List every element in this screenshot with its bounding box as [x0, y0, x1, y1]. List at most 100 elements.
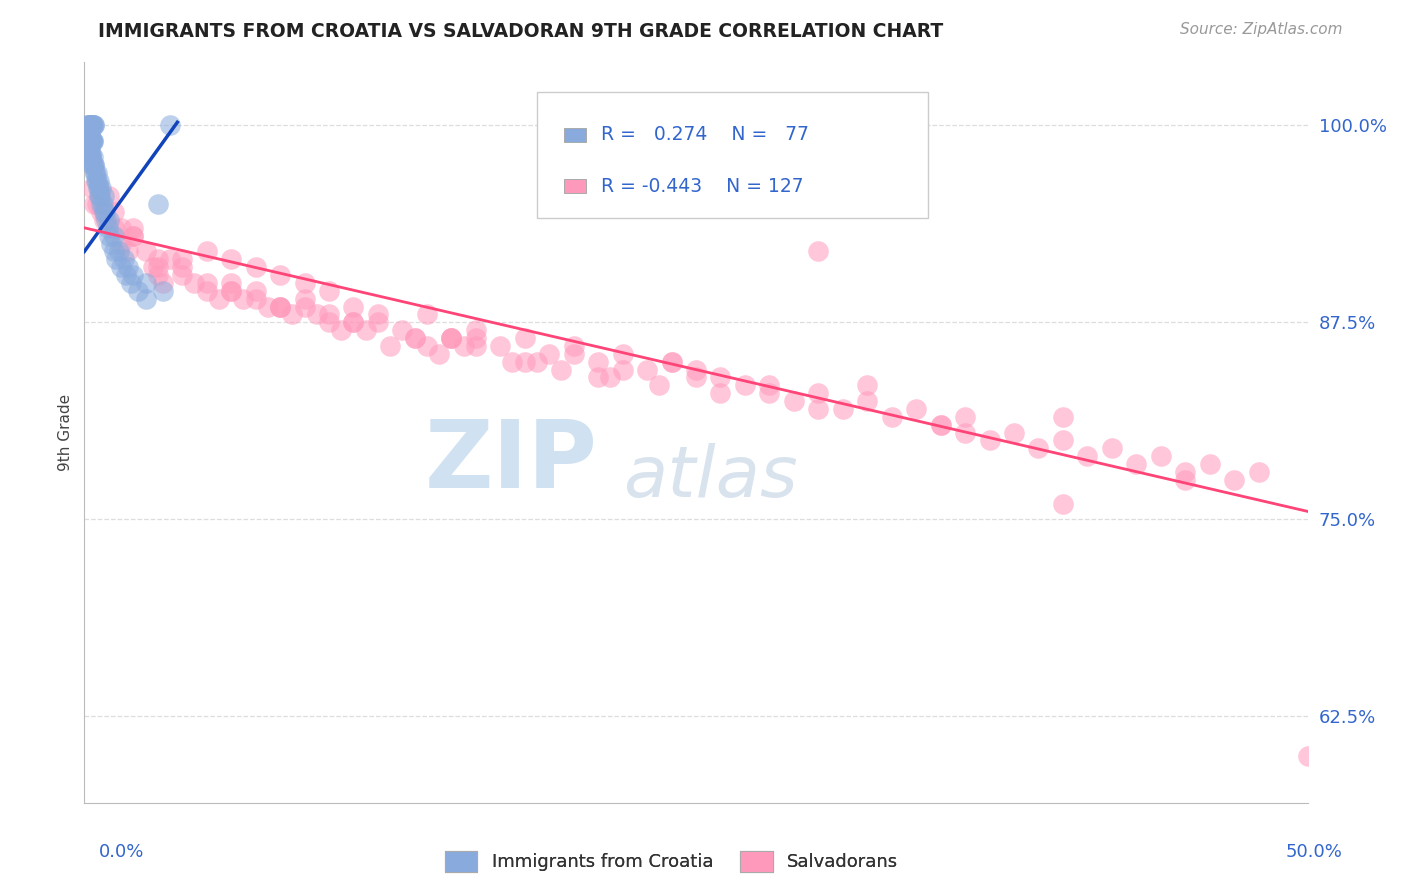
Point [172, 260, 194, 275]
Point [354, 323, 377, 337]
Point [1052, 434, 1074, 448]
Point [76, 126, 98, 140]
Point [440, 331, 463, 345]
Point [142, 260, 165, 275]
Point [1223, 473, 1246, 487]
Point [453, 339, 475, 353]
Point [87, 173, 110, 187]
Point [305, 308, 328, 322]
Point [93, 205, 115, 219]
Text: ZIP: ZIP [425, 417, 598, 508]
Point [380, 339, 402, 353]
Y-axis label: 9th Grade: 9th Grade [58, 394, 73, 471]
Point [80, 119, 103, 133]
Point [661, 355, 683, 369]
Point [83, 119, 105, 133]
Point [1198, 457, 1220, 471]
Point [112, 252, 135, 267]
Point [84, 166, 107, 180]
FancyBboxPatch shape [537, 92, 928, 218]
Point [82, 119, 104, 133]
Point [117, 260, 139, 275]
Point [929, 417, 952, 432]
Point [232, 292, 254, 306]
Point [91, 197, 114, 211]
Point [135, 276, 157, 290]
Point [97, 189, 120, 203]
Point [318, 308, 340, 322]
Point [257, 300, 280, 314]
Point [1150, 449, 1173, 463]
Point [82, 150, 104, 164]
Point [245, 284, 267, 298]
Point [330, 323, 353, 337]
Point [79, 126, 101, 140]
Point [269, 300, 291, 314]
Point [172, 268, 194, 282]
Point [77, 126, 100, 140]
Point [758, 378, 780, 392]
Point [709, 370, 731, 384]
Point [80, 134, 103, 148]
Point [110, 260, 132, 275]
Text: R =   0.274    N =   77: R = 0.274 N = 77 [600, 126, 808, 145]
Point [127, 284, 149, 298]
Point [105, 252, 128, 267]
Point [318, 284, 340, 298]
Point [648, 378, 671, 392]
Point [110, 236, 132, 251]
Point [103, 220, 125, 235]
Point [195, 276, 218, 290]
Point [758, 386, 780, 401]
Point [661, 355, 683, 369]
Point [94, 205, 117, 219]
Point [82, 158, 104, 172]
Point [404, 331, 426, 345]
Point [97, 228, 120, 243]
Point [783, 394, 806, 409]
Point [76, 142, 98, 156]
Point [1174, 473, 1197, 487]
Point [97, 220, 120, 235]
Point [93, 213, 115, 227]
Point [513, 331, 536, 345]
Legend: Immigrants from Croatia, Salvadorans: Immigrants from Croatia, Salvadorans [437, 844, 905, 879]
Point [856, 394, 879, 409]
Point [562, 339, 585, 353]
Point [1052, 409, 1074, 424]
Point [100, 236, 122, 251]
Point [89, 189, 111, 203]
Text: R = -0.443    N = 127: R = -0.443 N = 127 [600, 177, 803, 195]
Point [208, 292, 231, 306]
Point [135, 244, 157, 259]
Point [685, 362, 707, 376]
Point [115, 268, 138, 282]
Point [342, 315, 364, 329]
Point [82, 158, 104, 172]
Point [219, 252, 242, 267]
Point [80, 134, 103, 148]
Point [77, 137, 100, 152]
Point [807, 244, 830, 259]
Point [87, 189, 110, 203]
Point [76, 119, 98, 133]
Point [612, 362, 634, 376]
Point [159, 252, 181, 267]
Point [110, 220, 132, 235]
Point [135, 292, 157, 306]
Point [1247, 465, 1270, 479]
Point [183, 276, 205, 290]
Point [117, 244, 139, 259]
Point [538, 347, 561, 361]
Point [318, 315, 340, 329]
Point [83, 119, 105, 133]
Point [90, 197, 112, 211]
Point [83, 166, 105, 180]
Point [82, 134, 104, 148]
Point [79, 150, 101, 164]
Point [86, 173, 108, 187]
Point [391, 323, 413, 337]
Point [83, 158, 105, 172]
Point [807, 386, 830, 401]
Point [734, 378, 756, 392]
